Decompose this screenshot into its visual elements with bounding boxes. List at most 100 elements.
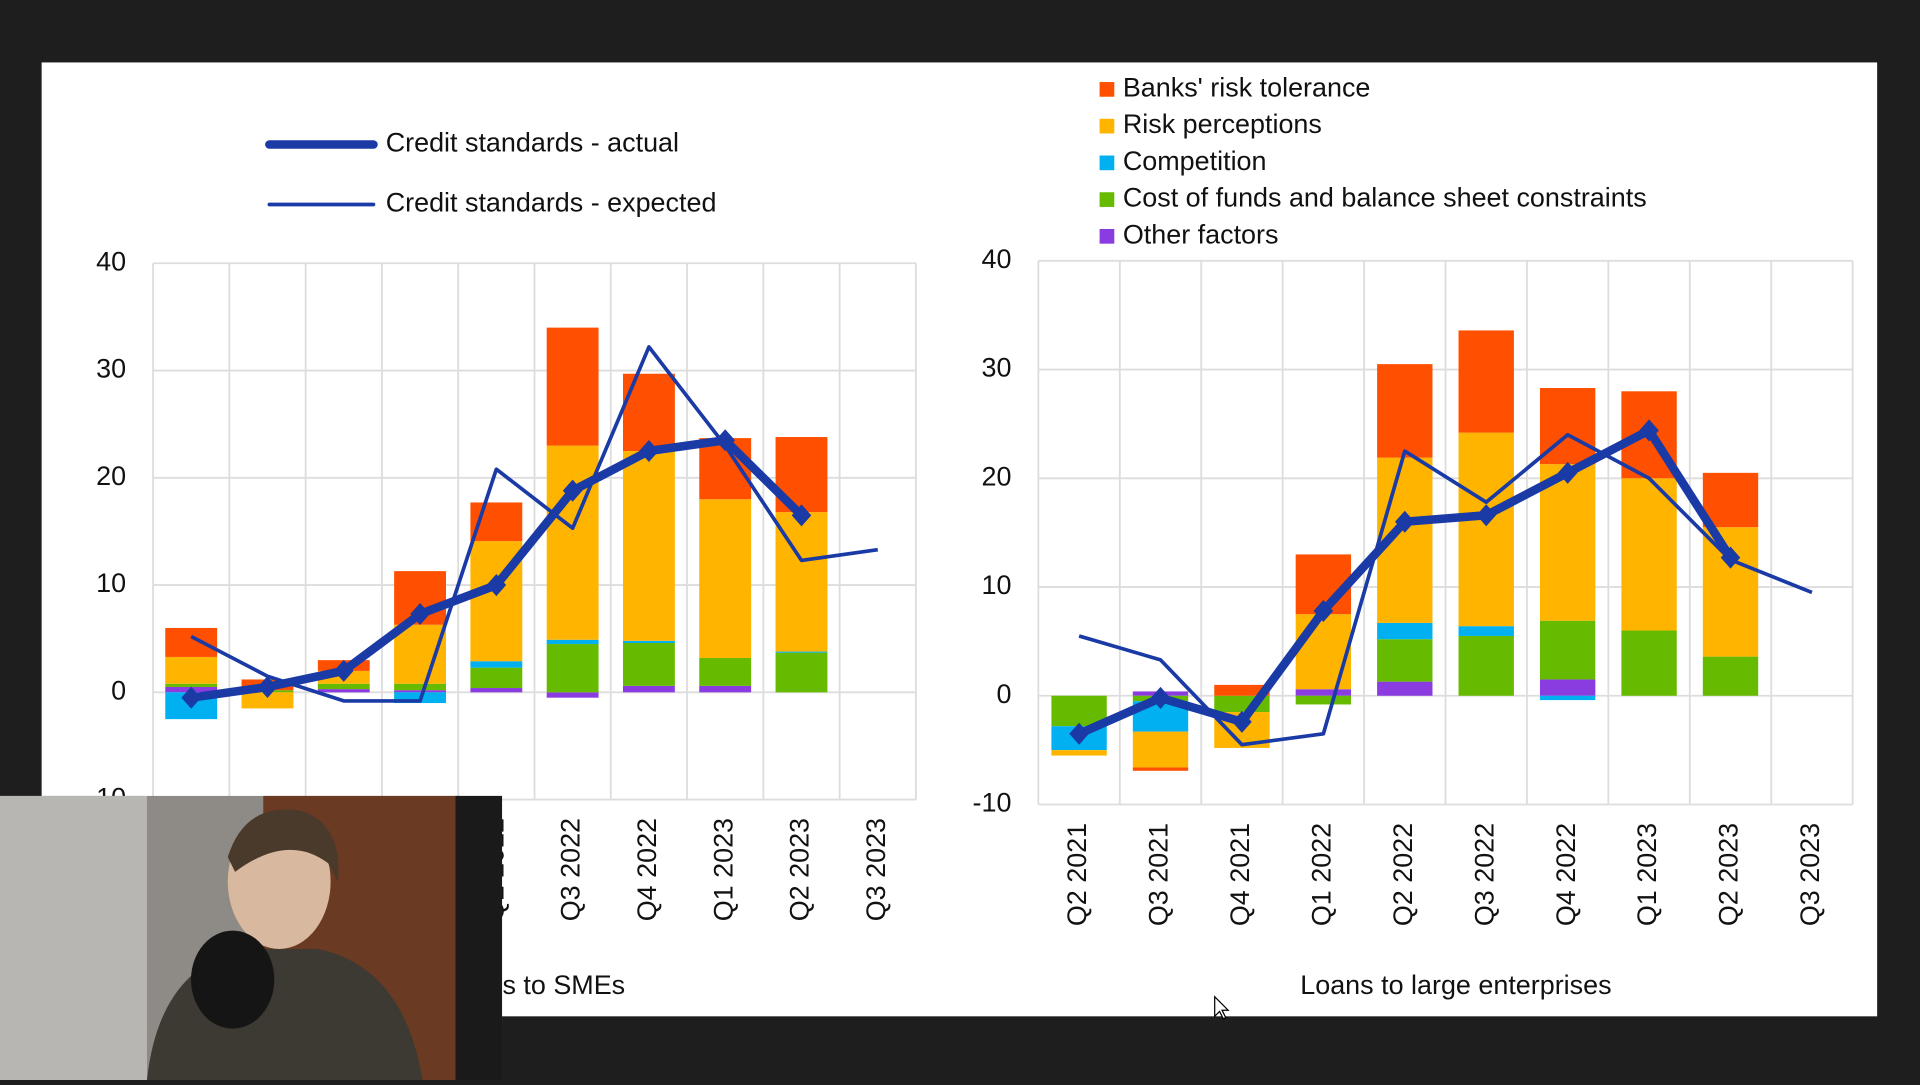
y-tick-label: 30 xyxy=(981,353,1011,383)
y-tick-label: 20 xyxy=(981,461,1011,491)
bar-segment xyxy=(1702,527,1759,657)
bar-segment xyxy=(1377,681,1433,696)
bar-segment xyxy=(699,499,752,659)
x-tick-label: Q3 2021 xyxy=(1144,823,1174,926)
bar-segment xyxy=(1295,695,1352,705)
marker xyxy=(1557,461,1578,484)
bar-segment xyxy=(1702,472,1759,528)
bar-segment xyxy=(394,683,446,691)
marker xyxy=(181,686,201,709)
y-tick-label: 0 xyxy=(111,675,126,705)
legend-label: Risk perceptions xyxy=(1123,109,1322,139)
x-tick-label: Q4 2021 xyxy=(1225,823,1255,926)
bar-segment xyxy=(241,692,294,709)
hair xyxy=(227,809,339,882)
bar-segment xyxy=(546,445,599,640)
y-tick-label: 20 xyxy=(96,461,126,491)
bar-segment xyxy=(1458,635,1514,696)
x-tick-label: Q2 2023 xyxy=(1714,823,1744,926)
bar-segment xyxy=(1539,679,1596,696)
bar-segment xyxy=(1539,464,1596,621)
bar-segment xyxy=(1214,684,1270,696)
webcam xyxy=(0,795,503,1080)
y-tick-label: 0 xyxy=(996,679,1011,709)
legend-swatch xyxy=(1099,155,1115,171)
y-tick-label: 30 xyxy=(96,354,126,384)
legend-label: Banks' risk tolerance xyxy=(1123,72,1371,102)
x-tick-label: Q4 2022 xyxy=(1551,823,1581,926)
x-tick-label: Q3 2022 xyxy=(556,818,586,921)
legend-label: Other factors xyxy=(1123,219,1279,249)
bar-segment xyxy=(1539,695,1596,701)
bar-segment xyxy=(165,656,218,684)
bar-segment xyxy=(1458,330,1514,433)
bar-segment xyxy=(470,667,523,689)
x-tick-label: Q3 2023 xyxy=(861,818,891,921)
bar-segment xyxy=(1621,630,1677,696)
chart-title: Loans to large enterprises xyxy=(1300,970,1611,1000)
x-tick-label: Q2 2023 xyxy=(785,818,815,921)
y-tick-label: 40 xyxy=(981,244,1011,274)
bar-segment xyxy=(622,450,675,641)
bar-segment xyxy=(1377,364,1433,458)
edge xyxy=(455,795,503,1080)
y-tick-label: 40 xyxy=(96,246,126,276)
marker xyxy=(486,574,507,597)
bar-segment xyxy=(317,683,370,690)
x-tick-label: Q2 2022 xyxy=(1388,823,1418,926)
microphone xyxy=(191,930,275,1029)
bar-segment xyxy=(622,373,675,451)
bar-segment xyxy=(622,685,675,693)
bar-segment xyxy=(470,661,523,668)
bar-segment xyxy=(165,627,218,657)
bar-segment xyxy=(699,685,752,693)
legend-swatch xyxy=(1099,192,1115,207)
bar-segment xyxy=(1458,432,1514,627)
bar-segment xyxy=(1377,622,1433,640)
marker xyxy=(1069,722,1089,745)
legend-label: Credit standards - expected xyxy=(386,188,717,218)
x-tick-label: Q1 2023 xyxy=(708,818,738,921)
y-tick-label: -10 xyxy=(973,788,1012,818)
bar-segment xyxy=(1051,750,1107,756)
bar-segment xyxy=(1132,767,1189,771)
x-tick-label: Q4 2022 xyxy=(632,818,662,921)
bar-segment xyxy=(1458,626,1514,636)
bar-segment xyxy=(622,642,675,686)
bar-segment xyxy=(1295,689,1352,696)
legend-swatch xyxy=(1099,82,1115,97)
bar-segment xyxy=(1295,614,1352,690)
bar-segment xyxy=(1539,620,1596,680)
legend-label: Competition xyxy=(1123,146,1267,176)
x-tick-label: Q3 2023 xyxy=(1795,823,1825,926)
bar-segment xyxy=(546,327,599,446)
y-tick-label: 10 xyxy=(981,570,1011,600)
bar-segment xyxy=(470,688,523,693)
marker xyxy=(1395,510,1415,533)
marker xyxy=(715,429,735,452)
bar-segment xyxy=(775,652,828,693)
bar-segment xyxy=(394,624,446,684)
bar-segment xyxy=(394,690,446,693)
bar-segment xyxy=(1621,478,1677,631)
bar-segment xyxy=(622,640,675,643)
bar-segment xyxy=(775,651,828,653)
x-tick-label: Q1 2022 xyxy=(1306,823,1336,926)
legend-swatch xyxy=(1099,118,1115,134)
x-tick-label: Q1 2023 xyxy=(1632,823,1662,926)
y-tick-label: 10 xyxy=(96,568,126,598)
line-series xyxy=(1078,432,1813,747)
legend-swatch xyxy=(1099,228,1115,244)
bar-segment xyxy=(317,689,370,693)
bar-segment xyxy=(699,658,752,686)
legend-label: Cost of funds and balance sheet constrai… xyxy=(1123,183,1647,213)
legend-label: Credit standards - actual xyxy=(386,128,679,158)
bar-segment xyxy=(1132,731,1189,768)
marker xyxy=(257,675,278,698)
marker xyxy=(791,504,812,527)
cursor xyxy=(1214,995,1230,1020)
bar-segment xyxy=(546,639,599,645)
x-tick-label: Q2 2021 xyxy=(1062,823,1092,926)
